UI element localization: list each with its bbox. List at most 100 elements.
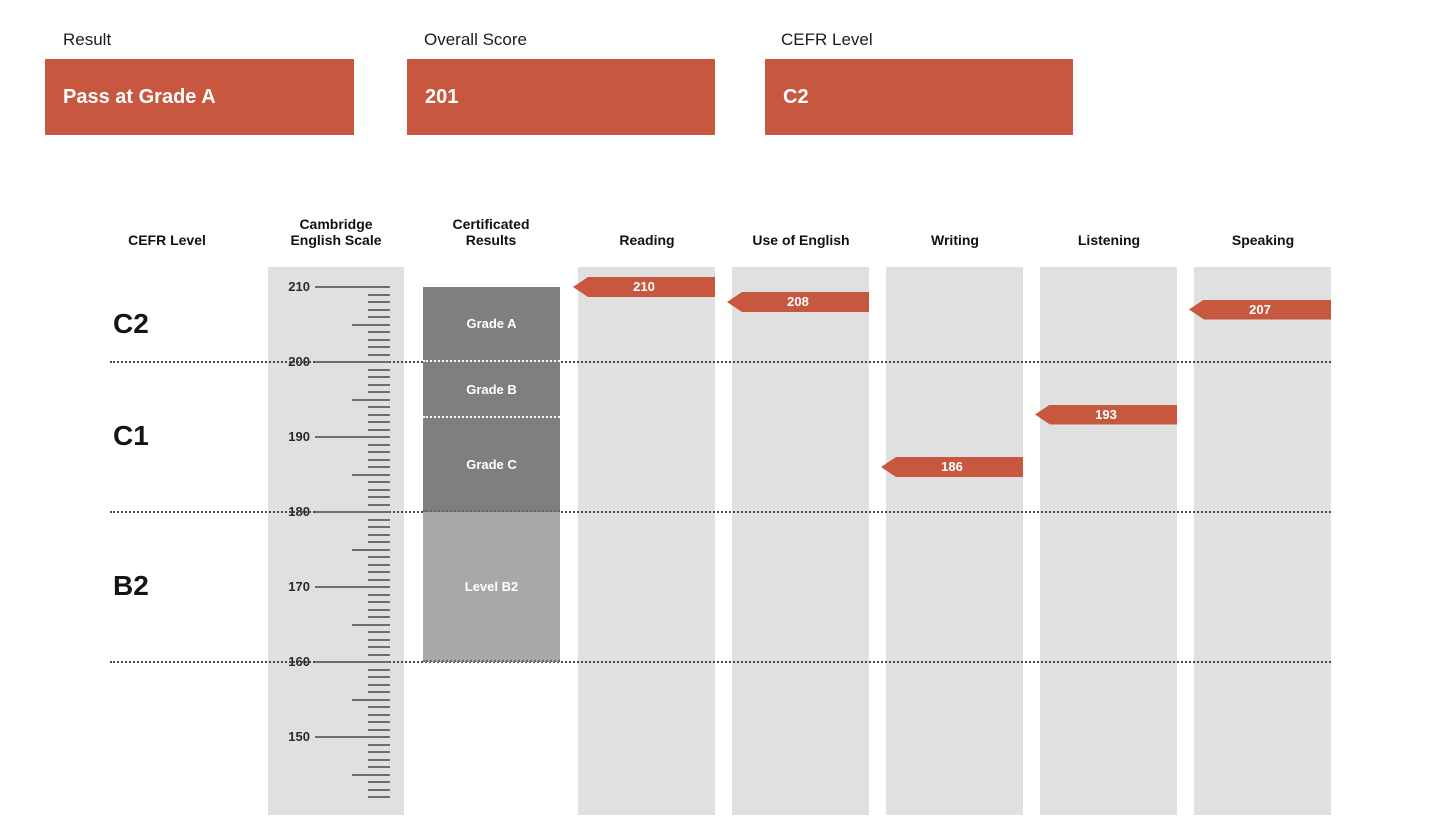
scale-tick-label: 190: [288, 429, 310, 444]
scale-minor-tick: [368, 391, 390, 393]
scale-minor-tick: [368, 541, 390, 543]
header-certificated-results: Certificated Results: [452, 216, 530, 248]
header-writing: Writing: [931, 232, 979, 248]
scale-minor-tick: [368, 796, 390, 798]
scale-minor-tick: [368, 743, 390, 746]
column-background-use-of-english: [732, 267, 869, 815]
overall-score-value-box: 201: [407, 59, 715, 135]
scale-medium-tick: [352, 548, 390, 551]
scale-minor-tick: [368, 481, 390, 483]
column-background-listening: [1040, 267, 1177, 815]
scale-major-tick: [315, 361, 390, 363]
scale-minor-tick: [368, 601, 390, 603]
scale-major-tick: [315, 736, 390, 738]
column-background-reading: [578, 267, 715, 815]
scale-minor-tick: [368, 421, 390, 423]
scale-minor-tick: [368, 376, 390, 378]
scale-minor-tick: [368, 503, 390, 506]
scale-minor-tick: [368, 406, 390, 408]
scale-minor-tick: [368, 781, 390, 783]
cefr-level-label: CEFR Level: [781, 30, 873, 49]
scale-minor-tick: [368, 788, 390, 791]
grade-band-grade-a: Grade A: [423, 287, 560, 362]
scale-minor-tick: [368, 443, 390, 446]
scale-medium-tick: [352, 698, 390, 701]
grade-band-grade-c: Grade C: [423, 418, 560, 512]
score-marker-reading: 210: [573, 277, 715, 297]
result-label: Result: [63, 30, 112, 49]
cefr-band-label-c2: C2: [113, 307, 149, 339]
header-listening: Listening: [1077, 232, 1141, 248]
scale-minor-tick: [368, 526, 390, 528]
scale-major-tick: [315, 286, 390, 288]
scale-minor-tick: [368, 668, 390, 671]
overall-score-value: 201: [425, 85, 459, 108]
scale-minor-tick: [368, 533, 390, 536]
scale-minor-tick: [368, 331, 390, 333]
scale-minor-tick: [368, 353, 390, 356]
scale-minor-tick: [368, 706, 390, 708]
scale-major-tick: [315, 436, 390, 438]
scale-minor-tick: [368, 458, 390, 461]
scale-minor-tick: [368, 616, 390, 618]
grade-band-grade-b: Grade B: [423, 362, 560, 419]
scale-minor-tick: [368, 338, 390, 341]
scale-minor-tick: [368, 593, 390, 596]
header-use-of-english: Use of English: [752, 232, 850, 248]
score-marker-writing: 186: [881, 457, 1023, 477]
cefr-band-label-b2: B2: [113, 570, 149, 601]
scale-tick-label: 150: [288, 729, 310, 744]
scale-minor-tick: [368, 496, 390, 498]
scale-medium-tick: [352, 773, 390, 776]
scale-minor-tick: [368, 428, 390, 431]
scale-major-tick: [315, 511, 390, 513]
scale-tick-label: 170: [288, 579, 310, 594]
scale-minor-tick: [368, 488, 390, 491]
cefr-boundary-dotted-line: [110, 661, 1331, 663]
header-speaking: Speaking: [1231, 232, 1295, 248]
scale-major-tick: [315, 661, 390, 663]
column-background-writing: [886, 267, 1023, 815]
cefr-band-label-c1: C1: [113, 420, 149, 451]
scale-minor-tick: [368, 368, 390, 371]
scale-minor-tick: [368, 571, 390, 573]
scale-minor-tick: [368, 293, 390, 296]
scale-minor-tick: [368, 676, 390, 678]
cefr-boundary-dotted-line: [110, 361, 1331, 363]
header-cambridge-english-scale: Cambridge English Scale: [290, 216, 382, 248]
scale-minor-tick: [368, 308, 390, 311]
scale-minor-tick: [368, 758, 390, 761]
scale-minor-tick: [368, 751, 390, 753]
cefr-level-value-box: C2: [765, 59, 1073, 135]
scale-minor-tick: [368, 563, 390, 566]
scale-medium-tick: [352, 398, 390, 401]
score-marker-speaking: 207: [1189, 299, 1331, 320]
cefr-level-value: C2: [783, 85, 809, 108]
scale-minor-tick: [368, 556, 390, 558]
column-background-speaking: [1194, 267, 1331, 815]
scale-minor-tick: [368, 413, 390, 416]
scale-minor-tick: [368, 691, 390, 693]
scale-minor-tick: [368, 451, 390, 453]
scale-minor-tick: [368, 316, 390, 318]
scale-minor-tick: [368, 721, 390, 723]
scale-minor-tick: [368, 766, 390, 768]
scale-medium-tick: [352, 623, 390, 626]
result-value-box: Pass at Grade A: [45, 59, 354, 135]
scale-minor-tick: [368, 653, 390, 656]
scale-medium-tick: [352, 323, 390, 326]
scale-minor-tick: [368, 728, 390, 731]
scale-minor-tick: [368, 646, 390, 648]
scale-medium-tick: [352, 473, 390, 476]
scale-minor-tick: [368, 683, 390, 686]
score-marker-listening: 193: [1035, 404, 1177, 425]
scale-minor-tick: [368, 578, 390, 581]
scale-minor-tick: [368, 631, 390, 633]
scale-minor-tick: [368, 466, 390, 468]
cefr-boundary-dotted-line: [110, 511, 1331, 513]
scale-tick-label: 210: [288, 279, 310, 294]
scale-minor-tick: [368, 346, 390, 348]
scale-minor-tick: [368, 713, 390, 716]
